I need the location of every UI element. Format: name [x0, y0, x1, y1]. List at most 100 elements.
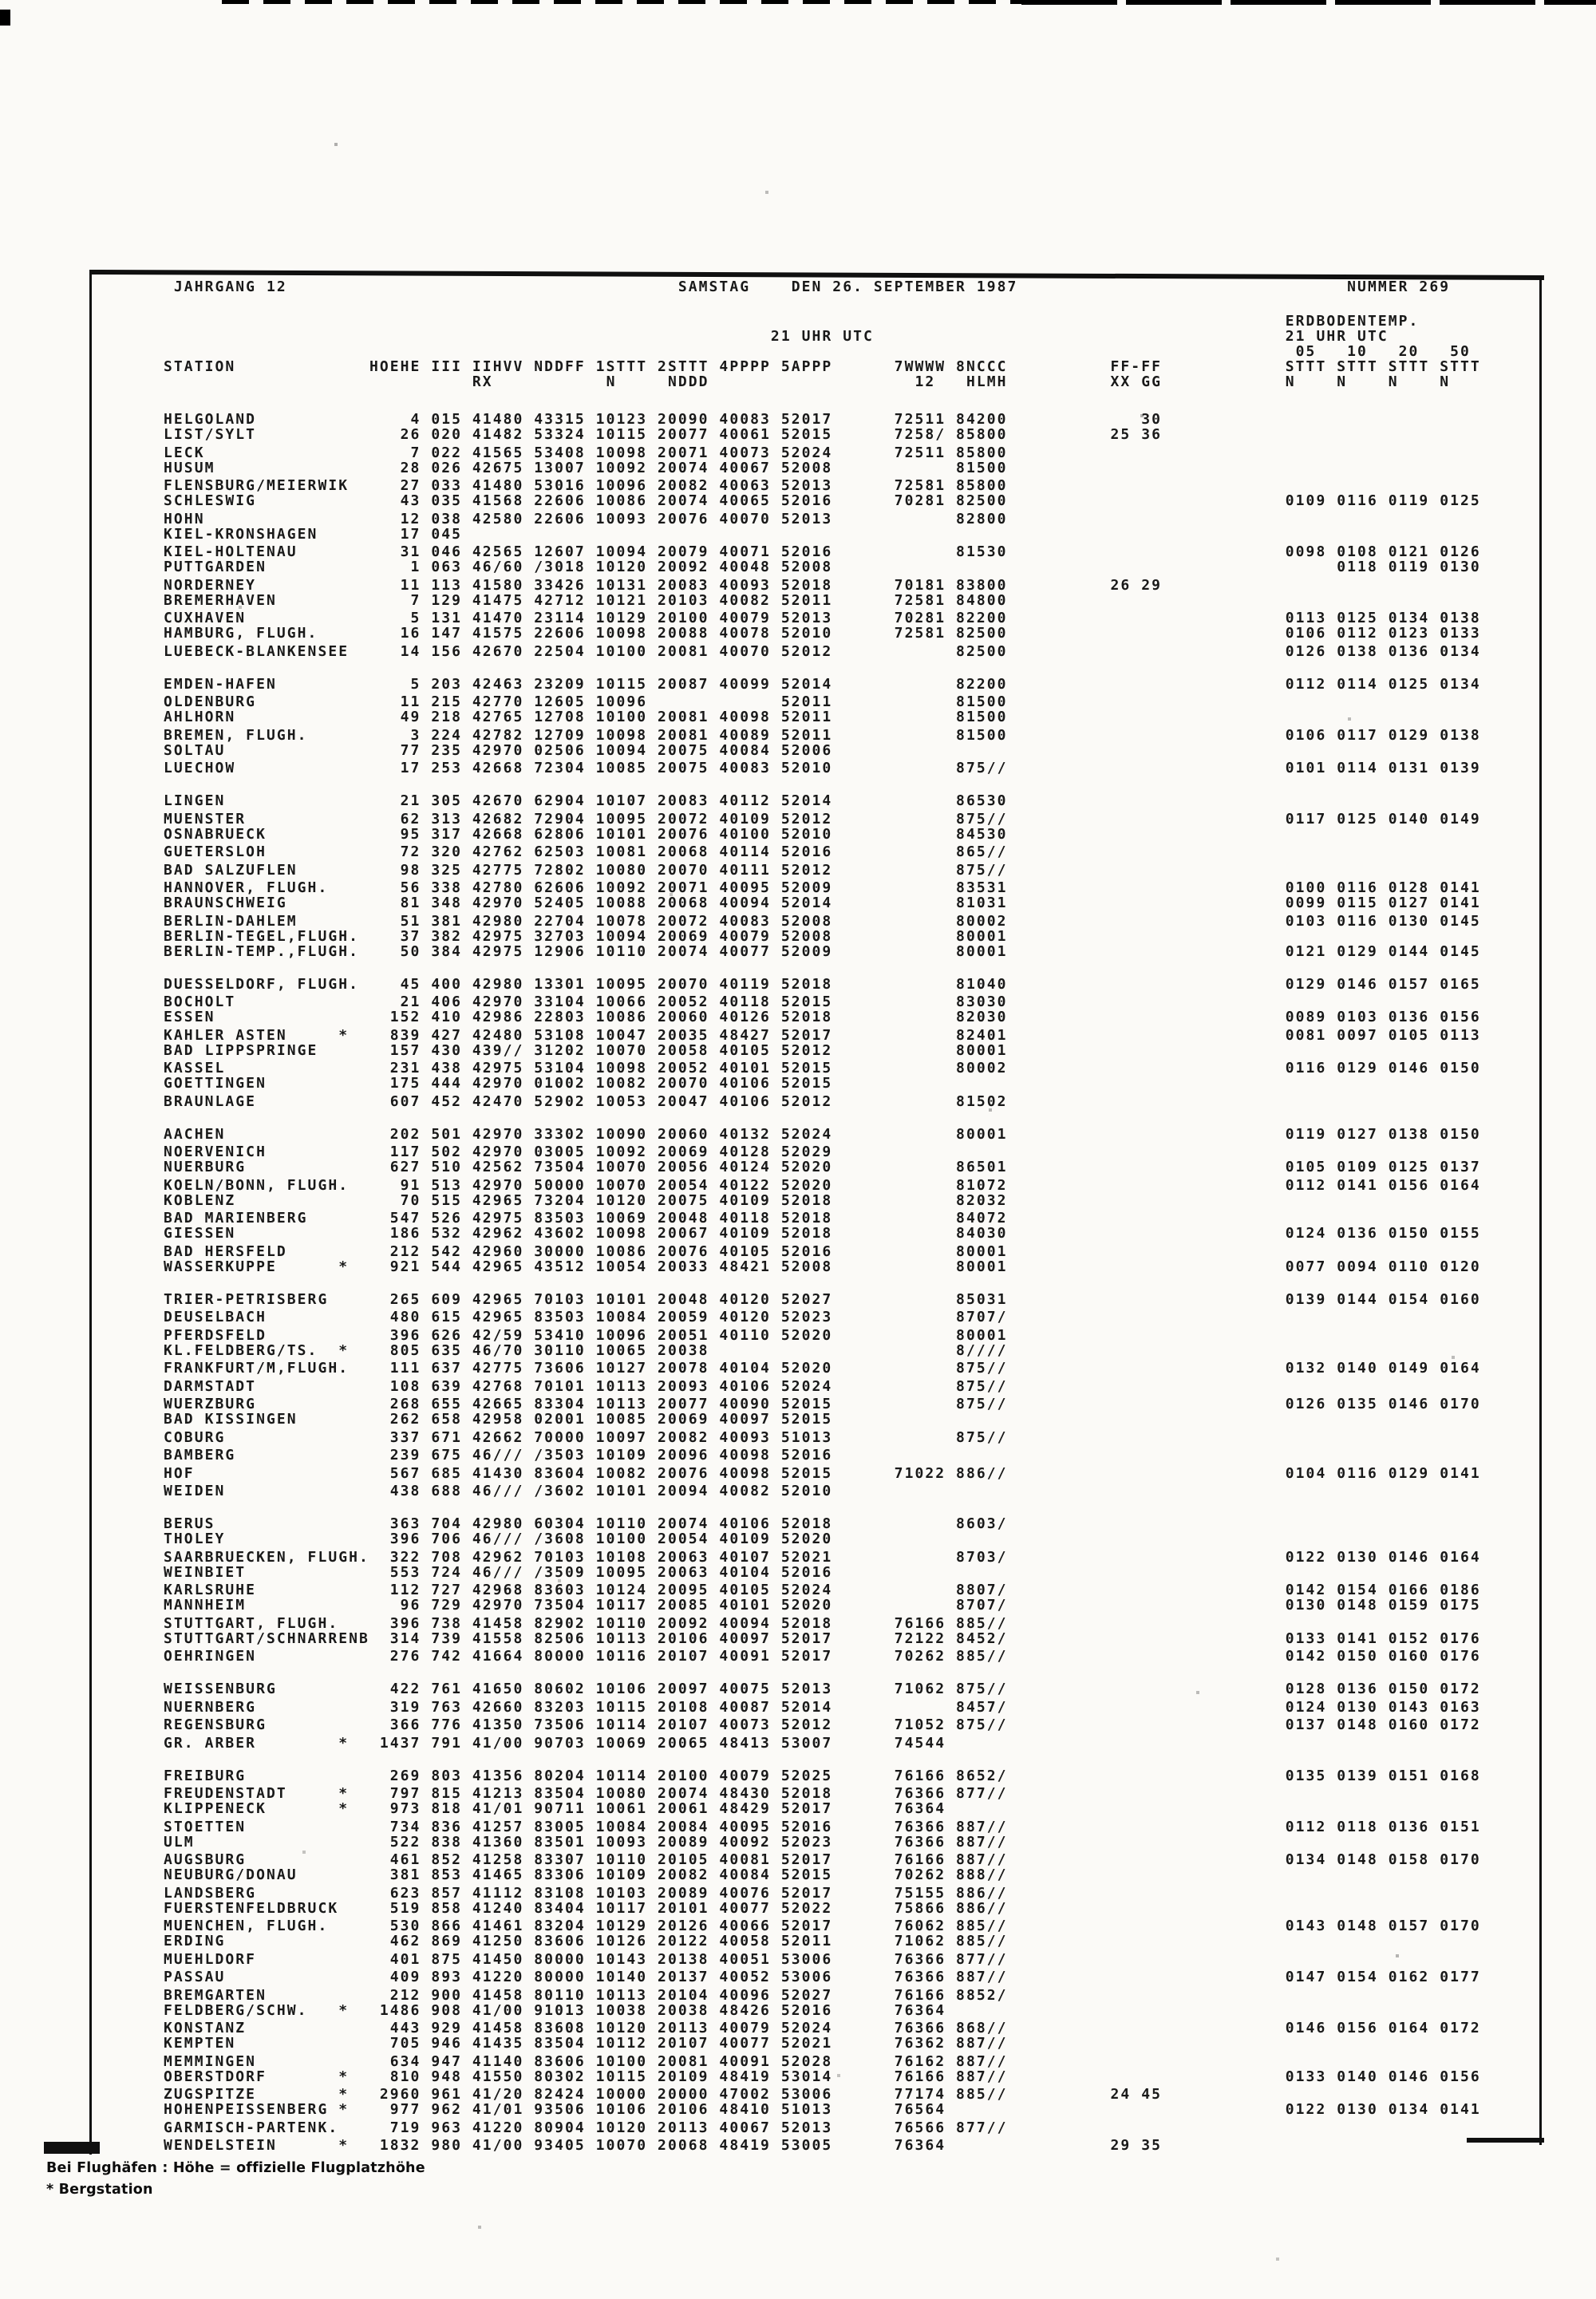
station-row: HAMBURG, FLUGH. 16 147 41575 22606 10098… — [164, 625, 1481, 642]
footnote-airport-height: Bei Flughäfen : Höhe = offizielle Flugpl… — [46, 2160, 425, 2176]
column-header-row: STATION HOEHE III IIHVV NDDFF 1STTT 2STT… — [164, 358, 1481, 375]
station-row: KONSTANZ 443 929 41458 83608 10120 20113… — [164, 2020, 1481, 2036]
masthead-row: JAHRGANG 12 SAMSTAG DEN 26. SEPTEMBER 19… — [164, 278, 1451, 295]
station-row: FREIBURG 269 803 41356 80204 10114 20100… — [164, 1767, 1481, 1784]
station-row: MUEHLDORF 401 875 41450 80000 10143 2013… — [164, 1950, 1008, 1968]
station-row: PASSAU 409 893 41220 80000 10140 20137 4… — [164, 1969, 1481, 1985]
table-frame-corner — [1467, 2138, 1544, 2143]
station-row: BERLIN-TEGEL,FLUGH. 37 382 42975 32703 1… — [164, 927, 1008, 945]
station-row: BAD SALZUFLEN 98 325 42775 72802 10080 2… — [164, 861, 1008, 879]
station-row: MUENSTER 62 313 42682 72904 10095 20072 … — [164, 810, 1481, 828]
station-row: TRIER-PETRISBERG 265 609 42965 70103 101… — [164, 1290, 1481, 1308]
station-row: BREMGARTEN 212 900 41458 80110 10113 201… — [164, 1986, 1008, 2004]
station-row: OSNABRUECK 95 317 42668 62806 10101 2007… — [164, 825, 1008, 843]
station-row: BREMEN, FLUGH. 3 224 42782 12709 10098 2… — [164, 726, 1481, 744]
station-row: KOELN/BONN, FLUGH. 91 513 42970 50000 10… — [164, 1176, 1481, 1194]
station-row: WASSERKUPPE * 921 544 42965 43512 10054 … — [164, 1258, 1481, 1275]
station-row: NORDERNEY 11 113 41580 33426 10131 20083… — [164, 576, 1163, 594]
station-row: ERDING 462 869 41250 83606 10126 20122 4… — [164, 1933, 1008, 1949]
footnotes: Bei Flughäfen : Höhe = offizielle Flugpl… — [46, 2158, 425, 2201]
station-row: EMDEN-HAFEN 5 203 42463 23209 10115 2008… — [164, 675, 1481, 693]
station-row: KASSEL 231 438 42975 53104 10098 20052 4… — [164, 1060, 1481, 1076]
station-row: FUERSTENFELDBRUCK 519 858 41240 83404 10… — [164, 1899, 1008, 1917]
scan-edge-artifact — [222, 0, 1021, 4]
station-row: KIEL-KRONSHAGEN 17 045 — [164, 525, 463, 543]
station-row: NUERNBERG 319 763 42660 83203 10115 2010… — [164, 1698, 1481, 1716]
station-row: OEHRINGEN 276 742 41664 80000 10116 2010… — [164, 1648, 1481, 1665]
station-row: LECK 7 022 41565 53408 10098 20071 40073… — [164, 444, 1008, 461]
station-row: CUXHAVEN 5 131 41470 23114 10129 20100 4… — [164, 610, 1481, 626]
station-row: BAMBERG 239 675 46/// /3503 10109 20096 … — [164, 1447, 833, 1464]
table-frame-right — [1539, 276, 1542, 2145]
station-row: WEINBIET 553 724 46/// /3509 10095 20063… — [164, 1563, 833, 1581]
station-row: DARMSTADT 108 639 42768 70101 10113 2009… — [164, 1377, 1008, 1395]
station-row: GIESSEN 186 532 42962 43602 10098 20067 … — [164, 1225, 1481, 1242]
station-row: SAARBRUECKEN, FLUGH. 322 708 42962 70103… — [164, 1548, 1481, 1566]
station-row: STUTTGART, FLUGH. 396 738 41458 82902 10… — [164, 1614, 1008, 1632]
station-row: HELGOLAND 4 015 41480 43315 10123 20090 … — [164, 411, 1163, 428]
footnote-bergstation: * Bergstation — [46, 2182, 153, 2198]
station-row: KARLSRUHE 112 727 42968 83603 10124 2009… — [164, 1582, 1481, 1598]
station-row: HOHENPEISSENBERG * 977 962 41/01 93506 1… — [164, 2101, 1481, 2118]
station-row: KEMPTEN 705 946 41435 83504 10112 20107 … — [164, 2035, 1008, 2052]
station-row: NUERBURG 627 510 42562 73504 10070 20056… — [164, 1159, 1481, 1175]
table-frame-left — [89, 270, 92, 2155]
bulletin-table: JAHRGANG 12 SAMSTAG DEN 26. SEPTEMBER 19… — [164, 279, 1481, 2153]
station-row: BAD MARIENBERG 547 526 42975 83503 10069… — [164, 1210, 1008, 1227]
station-row: MANNHEIM 96 729 42970 73504 10117 20085 … — [164, 1597, 1481, 1614]
station-row: LUECHOW 17 253 42668 72304 10085 20075 4… — [164, 760, 1481, 776]
station-row: LANDSBERG 623 857 41112 83108 10103 2008… — [164, 1884, 1008, 1902]
station-row: NOERVENICH 117 502 42970 03005 10092 200… — [164, 1144, 833, 1160]
station-row: ZUGSPITZE * 2960 961 41/20 82424 10000 2… — [164, 2086, 1163, 2103]
station-row: AHLHORN 49 218 42765 12708 10100 20081 4… — [164, 709, 1008, 725]
station-row: WEISSENBURG 422 761 41650 80602 10106 20… — [164, 1681, 1481, 1697]
station-row: WENDELSTEIN * 1832 980 41/00 93405 10070… — [164, 2137, 1163, 2154]
observation-time-row: 21 UHR UTC 21 UHR UTC — [164, 328, 1389, 345]
station-row: PUTTGARDEN 1 063 46/60 /3018 10120 20092… — [164, 559, 1481, 575]
station-row: LUEBECK-BLANKENSEE 14 156 42670 22504 10… — [164, 642, 1481, 660]
station-row: REGENSBURG 366 776 41350 73506 10114 201… — [164, 1716, 1481, 1733]
station-row: HOF 567 685 41430 83604 10082 20076 4009… — [164, 1464, 1481, 1482]
station-row: FLENSBURG/MEIERWIK 27 033 41480 53016 10… — [164, 477, 1008, 494]
station-row: OLDENBURG 11 215 42770 12605 10096 52011… — [164, 693, 1008, 710]
station-row: ULM 522 838 41360 83501 10093 20089 4009… — [164, 1833, 1008, 1851]
soil-temp-title: ERDBODENTEMP. — [164, 313, 1420, 330]
station-row: LINGEN 21 305 42670 62904 10107 20083 40… — [164, 792, 1008, 809]
station-row: FRANKFURT/M,FLUGH. 111 637 42775 73606 1… — [164, 1360, 1481, 1377]
station-row: HANNOVER, FLUGH. 56 338 42780 62606 1009… — [164, 879, 1481, 896]
station-row: OBERSTDORF * 810 948 41550 80302 10115 2… — [164, 2068, 1481, 2085]
column-subheader-row: RX N NDDD 12 HLMH XX GG N N N N — [164, 373, 1451, 390]
soil-depth-labels: 05 10 20 50 — [164, 343, 1471, 360]
station-row: STOETTEN 734 836 41257 83005 10084 20084… — [164, 1818, 1481, 1835]
station-row: BERUS 363 704 42980 60304 10110 20074 40… — [164, 1515, 1008, 1532]
station-row: BRAUNLAGE 607 452 42470 52902 10053 2004… — [164, 1092, 1008, 1110]
station-row: GARMISCH-PARTENK. 719 963 41220 80904 10… — [164, 2119, 1008, 2136]
scan-edge-artifact — [0, 10, 10, 26]
station-row: BRAUNSCHWEIG 81 348 42970 52405 10088 20… — [164, 895, 1481, 911]
station-row: FREUDENSTADT * 797 815 41213 83504 10080… — [164, 1785, 1008, 1802]
station-row: THOLEY 396 706 46/// /3608 10100 20054 4… — [164, 1531, 833, 1547]
station-row: FELDBERG/SCHW. * 1486 908 41/00 91013 10… — [164, 2001, 946, 2019]
station-row: WUERZBURG 268 655 42665 83304 10113 2007… — [164, 1396, 1481, 1412]
station-row: BERLIN-DAHLEM 51 381 42980 22704 10078 2… — [164, 912, 1481, 930]
station-row: BAD HERSFELD 212 542 42960 30000 10086 2… — [164, 1242, 1008, 1260]
station-row: KIEL-HOLTENAU 31 046 42565 12607 10094 2… — [164, 543, 1481, 560]
station-row: KOBLENZ 70 515 42965 73204 10120 20075 4… — [164, 1191, 1008, 1209]
station-row: BOCHOLT 21 406 42970 33104 10066 20052 4… — [164, 993, 1008, 1010]
station-row: ESSEN 152 410 42986 22803 10086 20060 40… — [164, 1009, 1481, 1025]
station-row: GOETTINGEN 175 444 42970 01002 10082 200… — [164, 1075, 833, 1092]
station-row: BREMERHAVEN 7 129 41475 42712 10121 2010… — [164, 591, 1008, 609]
station-row: BAD KISSINGEN 262 658 42958 02001 10085 … — [164, 1411, 833, 1428]
station-row: GR. ARBER * 1437 791 41/00 90703 10069 2… — [164, 1734, 946, 1752]
station-row: NEUBURG/DONAU 381 853 41465 83306 10109 … — [164, 1866, 1008, 1883]
station-row: WEIDEN 438 688 46/// /3602 10101 20094 4… — [164, 1483, 833, 1499]
station-row: KLIPPENECK * 973 818 41/01 90711 10061 2… — [164, 1800, 946, 1817]
station-row: MEMMINGEN 634 947 41140 83606 10100 2008… — [164, 2052, 1008, 2070]
station-row: PFERDSFELD 396 626 42/59 53410 10096 200… — [164, 1326, 1008, 1344]
station-row: SCHLESWIG 43 035 41568 22606 10086 20074… — [164, 492, 1481, 509]
station-row: LIST/SYLT 26 020 41482 53324 10115 20077… — [164, 426, 1163, 443]
station-row: DUESSELDORF, FLUGH. 45 400 42980 13301 1… — [164, 975, 1481, 993]
station-row: SOLTAU 77 235 42970 02506 10094 20075 40… — [164, 741, 833, 759]
scan-edge-artifact — [1021, 0, 1596, 5]
